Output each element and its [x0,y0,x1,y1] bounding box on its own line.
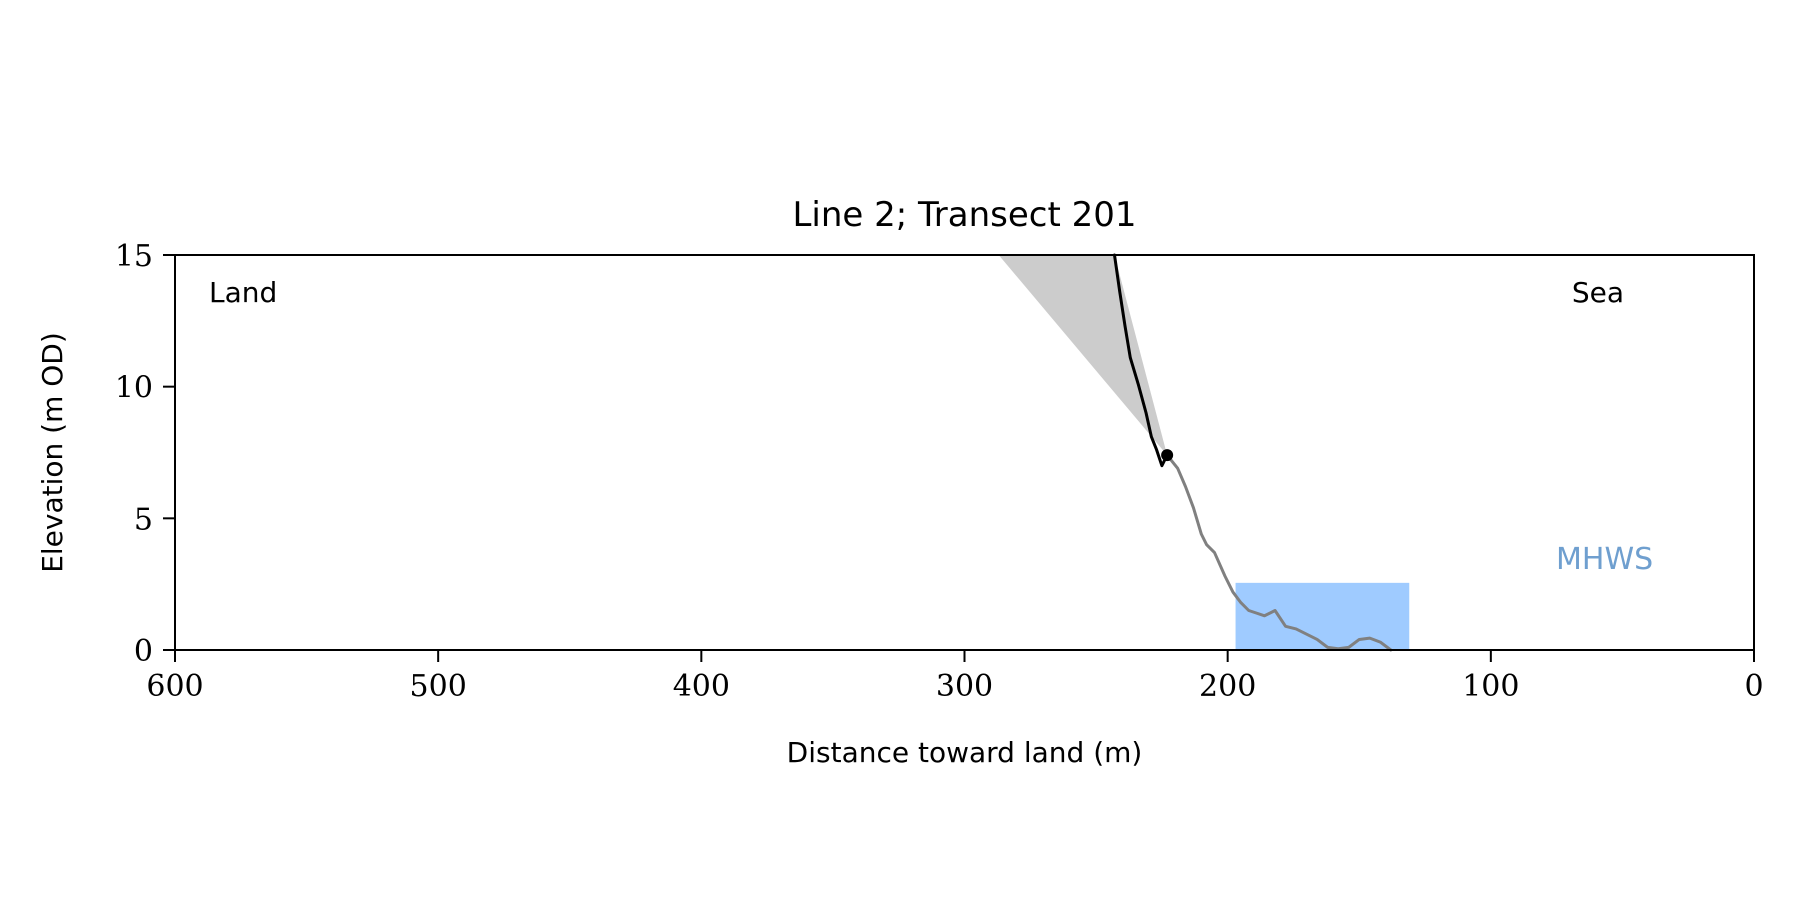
y-tick-label-0: 0 [134,634,153,669]
plot-frame [174,254,1755,651]
sea-annotation: Sea [1572,276,1624,309]
y-tick-label-2: 10 [115,371,153,406]
lower-profile-line [1165,453,1393,652]
upper-profile-line [1113,253,1169,468]
x-tick-label-5: 100 [1462,669,1519,704]
x-tick-label-6: 0 [1744,669,1763,704]
y-axis-label: Elevation (m OD) [36,332,69,573]
x-tick-label-2: 400 [673,669,730,704]
cliff-toe-marker [1161,449,1174,462]
y-tick-label-3: 15 [115,239,153,274]
x-tick-label-4: 200 [1199,669,1256,704]
x-tick-label-0: 600 [146,669,203,704]
mhws-fill-region [1235,582,1410,650]
x-axis-label: Distance toward land (m) [787,736,1143,769]
chart-title: Line 2; Transect 201 [792,195,1136,235]
mhws-annotation: MHWS [1556,542,1653,577]
chart-layer: 600 500 400 300 200 100 0 0 5 10 15 [115,239,1764,704]
x-tick-label-1: 500 [410,669,467,704]
x-tick-label-3: 300 [936,669,993,704]
land-annotation: Land [209,276,277,309]
y-tick-label-1: 5 [134,502,153,537]
cliff-shaded-wedge [998,255,1168,456]
